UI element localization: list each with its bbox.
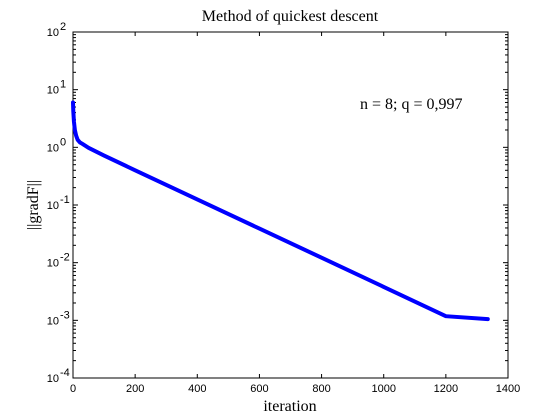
- x-tick-label: 200: [126, 383, 144, 395]
- y-tick-exponent: -2: [60, 252, 70, 264]
- y-tick-label: 10: [47, 373, 59, 385]
- x-axis-label: iteration: [263, 398, 316, 415]
- y-tick-label: 10: [47, 258, 59, 270]
- x-tick-label: 0: [70, 383, 76, 395]
- x-tick-label: 600: [250, 383, 268, 395]
- plot-area-frame: [72, 31, 509, 379]
- y-tick-exponent: -4: [60, 367, 70, 379]
- y-tick-label: 10: [47, 200, 59, 212]
- y-tick-exponent: 1: [60, 79, 66, 91]
- series-line: [71, 100, 490, 322]
- y-tick-label: 10: [47, 85, 59, 97]
- x-tick-label: 1400: [496, 383, 520, 395]
- y-tick-label: 10: [47, 142, 59, 154]
- y-tick-exponent: -1: [60, 194, 70, 206]
- y-tick-exponent: 2: [60, 21, 66, 33]
- y-tick-label: 10: [47, 27, 59, 39]
- x-tick-label: 1000: [371, 383, 395, 395]
- y-tick-exponent: -3: [60, 309, 70, 321]
- chart-title: Method of quickest descent: [202, 8, 379, 25]
- series-layer: [71, 100, 490, 322]
- y-tick-label: 10: [47, 315, 59, 327]
- y-tick-exponent: 0: [60, 136, 66, 148]
- y-axis-label: ||gradF||: [25, 180, 42, 230]
- x-axis-ticks: 0 200 400 600 800 1000 1200 1400: [70, 32, 520, 395]
- x-tick-label: 400: [188, 383, 206, 395]
- x-tick-label: 800: [312, 383, 330, 395]
- x-tick-label: 1200: [434, 383, 458, 395]
- parameter-annotation: n = 8; q = 0,997: [360, 96, 463, 113]
